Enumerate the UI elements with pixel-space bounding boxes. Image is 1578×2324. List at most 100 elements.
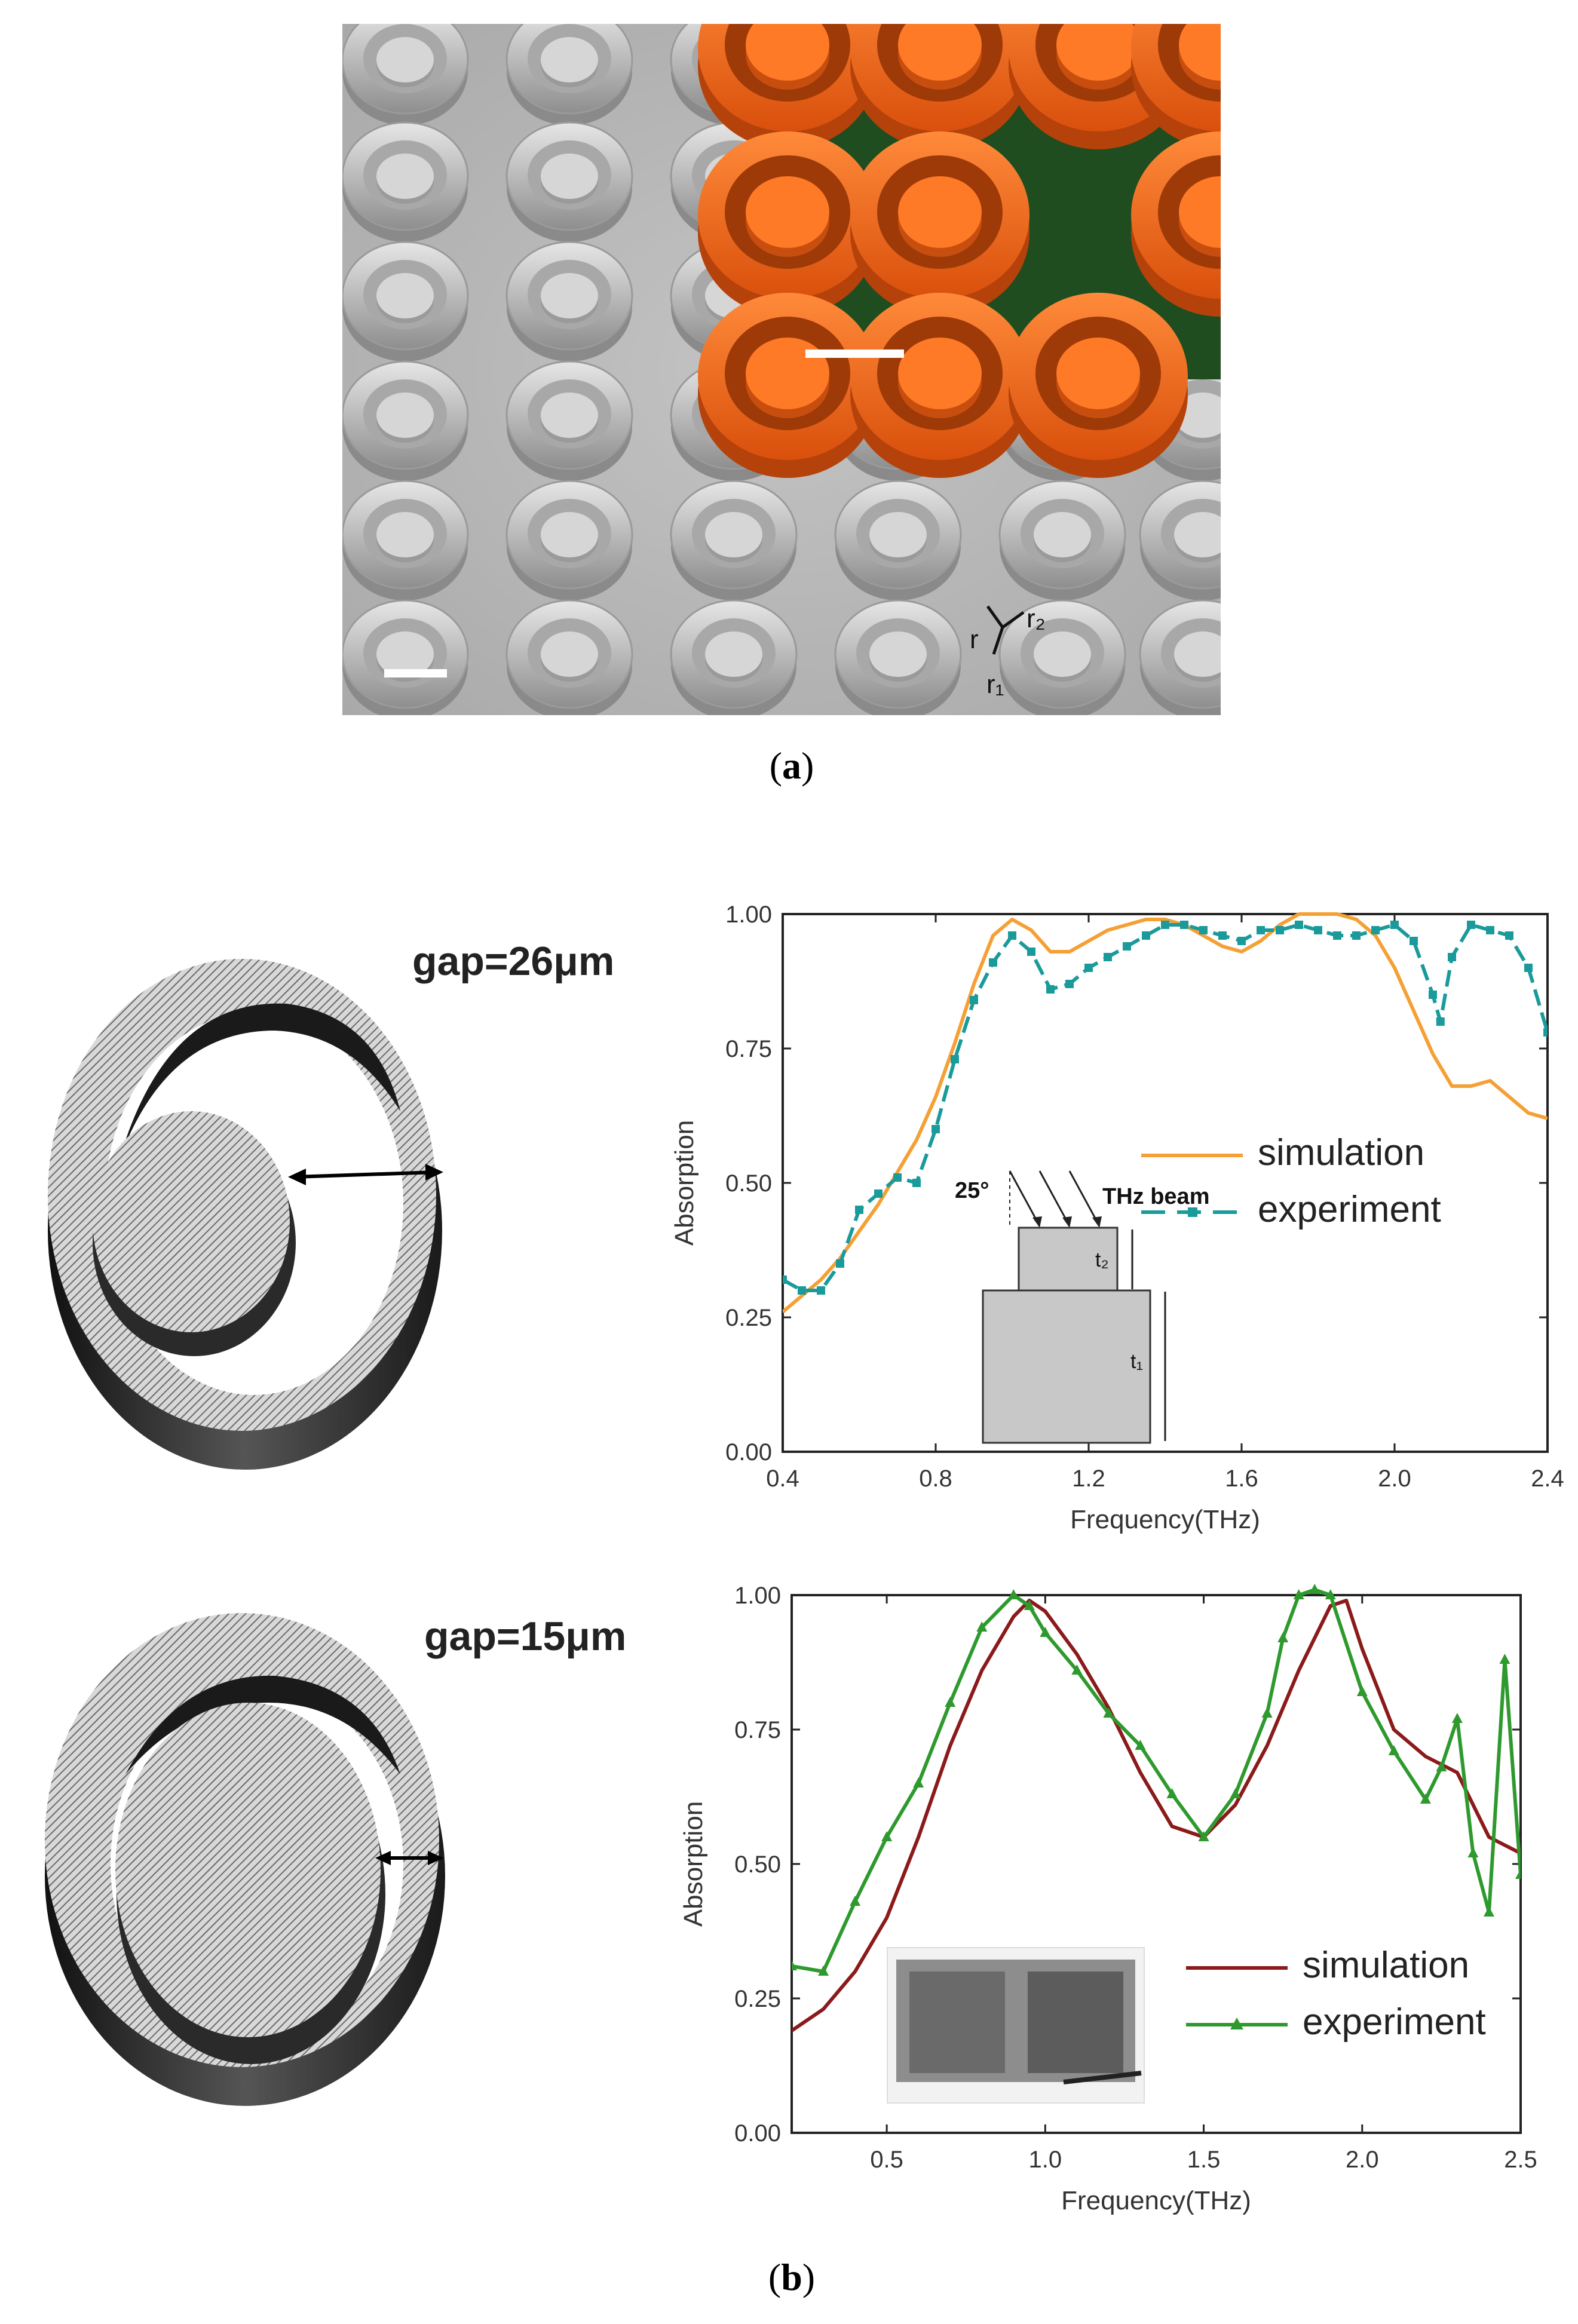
scale-bar [384, 669, 447, 677]
sem-micrograph: r r₂ r₁ [341, 0, 1310, 720]
y-tick-label: 0.00 [725, 1439, 772, 1465]
data-point-experiment [970, 996, 978, 1004]
data-point-experiment [1293, 1589, 1304, 1599]
data-point-experiment [1135, 1740, 1146, 1750]
data-point-experiment [1180, 921, 1188, 929]
data-point-experiment [1295, 921, 1303, 929]
x-tick-label: 1.2 [1072, 1465, 1105, 1492]
caption-b: (b) [768, 2256, 816, 2298]
data-point-experiment [1325, 1589, 1336, 1599]
data-point-experiment [1451, 1713, 1463, 1723]
x-tick-label: 2.0 [1346, 2147, 1379, 2173]
data-point-experiment [1356, 1686, 1368, 1696]
inset-top-layer [1018, 1227, 1119, 1292]
data-point-experiment [850, 1896, 861, 1906]
legend-label-simulation: simulation [1258, 1132, 1424, 1173]
data-point-experiment [1371, 926, 1380, 934]
x-tick-label: 1.5 [1187, 2147, 1221, 2173]
gap-label-top: gap=26μm [412, 939, 615, 984]
data-point-experiment [913, 1777, 924, 1788]
ring-illustration-bottom: gap=15μm [12, 1559, 626, 2109]
inset-ring [698, 0, 877, 149]
sem-ring [341, 480, 469, 600]
series-line-simulation [783, 912, 1548, 1314]
data-point-experiment [1515, 1869, 1521, 1879]
inset-substrate [982, 1289, 1151, 1444]
sem-ring [670, 599, 798, 720]
chart-1-svg: 0.00 0.25 0.50 0.75 1.00 0.4 0.8 1.2 1.6 2.0 2.4 Fr… [670, 902, 1564, 1534]
inset-ring [698, 293, 877, 478]
sem-ring [998, 480, 1126, 600]
y-tick-label: 1.00 [734, 1583, 781, 1609]
legend-marker [1230, 2018, 1243, 2029]
data-point-experiment [1084, 964, 1093, 972]
sem-ring [505, 121, 633, 242]
sample-photo-patch-right [1028, 1972, 1123, 2073]
inset-ring [850, 0, 1029, 149]
data-point-experiment [1257, 926, 1265, 934]
legend-label-simulation: simulation [1303, 1945, 1469, 1986]
x-axis-label: Frequency(THz) [1061, 2186, 1251, 2215]
y-tick-label: 1.00 [725, 902, 772, 928]
data-point-experiment [1237, 937, 1246, 945]
data-point-experiment [1008, 1589, 1019, 1599]
y-tick-label: 0.75 [734, 1717, 781, 1743]
x-tick-label: 2.0 [1378, 1465, 1411, 1492]
data-point-experiment [1499, 1654, 1510, 1664]
data-point-experiment [1436, 1761, 1447, 1771]
inset-ring [1009, 293, 1188, 478]
data-point-experiment [951, 1055, 959, 1063]
data-point-experiment [1467, 921, 1475, 929]
sem-ring [341, 241, 469, 361]
data-point-experiment [1524, 964, 1533, 972]
x-axis-label: Frequency(THz) [1070, 1505, 1260, 1534]
ring-illustration-top: gap=26μm [18, 896, 614, 1482]
x-tick-label: 2.5 [1504, 2147, 1537, 2173]
data-point-experiment [1046, 985, 1055, 994]
sem-ring [341, 360, 469, 481]
data-point-experiment [1333, 931, 1341, 940]
inset-ring [698, 131, 877, 317]
sem-ring [505, 599, 633, 720]
data-point-experiment [1103, 1707, 1114, 1718]
x-tick-label: 1.0 [1029, 2147, 1062, 2173]
data-point-experiment [1071, 1664, 1083, 1675]
data-point-experiment [945, 1697, 956, 1707]
radius-annotation [986, 605, 1025, 655]
thz-beam-arrowhead [1032, 1216, 1042, 1228]
data-point-experiment [818, 1966, 829, 1976]
data-point-experiment [881, 1831, 893, 1841]
sem-ring [505, 480, 633, 600]
inset-t1-label: t₁ [1130, 1350, 1143, 1373]
x-tick-label: 1.6 [1225, 1465, 1258, 1492]
legend-marker [1188, 1207, 1197, 1217]
data-point-experiment [1388, 1745, 1399, 1755]
data-point-experiment [1166, 1788, 1178, 1798]
y-tick-label: 0.00 [734, 2120, 781, 2147]
sem-image: r r₂ r₁ [341, 0, 1310, 720]
data-point-experiment [1420, 1793, 1431, 1804]
inset-scale-bar [805, 349, 904, 358]
sem-ring [505, 5, 633, 125]
annotation-r: r [970, 625, 979, 654]
inset-angle-label: 25° [955, 1178, 989, 1203]
data-point-experiment [1483, 1906, 1494, 1917]
data-point-experiment [1314, 926, 1322, 934]
data-point-experiment [1429, 991, 1437, 999]
data-point-experiment [1027, 948, 1035, 956]
data-point-experiment [817, 1286, 825, 1295]
data-point-experiment [855, 1206, 863, 1214]
sem-inset [698, 0, 1310, 478]
data-point-experiment [792, 1960, 797, 1970]
data-point-experiment [1065, 980, 1074, 988]
data-point-experiment [989, 958, 997, 967]
data-point-experiment [1505, 931, 1513, 940]
x-tick-label: 0.5 [870, 2147, 903, 2173]
data-point-experiment [783, 1276, 787, 1284]
data-point-experiment [1277, 1632, 1289, 1642]
thz-beam-arrowhead [1062, 1216, 1072, 1228]
x-tick-label: 0.8 [919, 1465, 952, 1492]
y-tick-label: 0.50 [734, 1851, 781, 1878]
data-point-experiment [1467, 1847, 1479, 1857]
y-axis-label: Absorption [670, 1120, 699, 1246]
